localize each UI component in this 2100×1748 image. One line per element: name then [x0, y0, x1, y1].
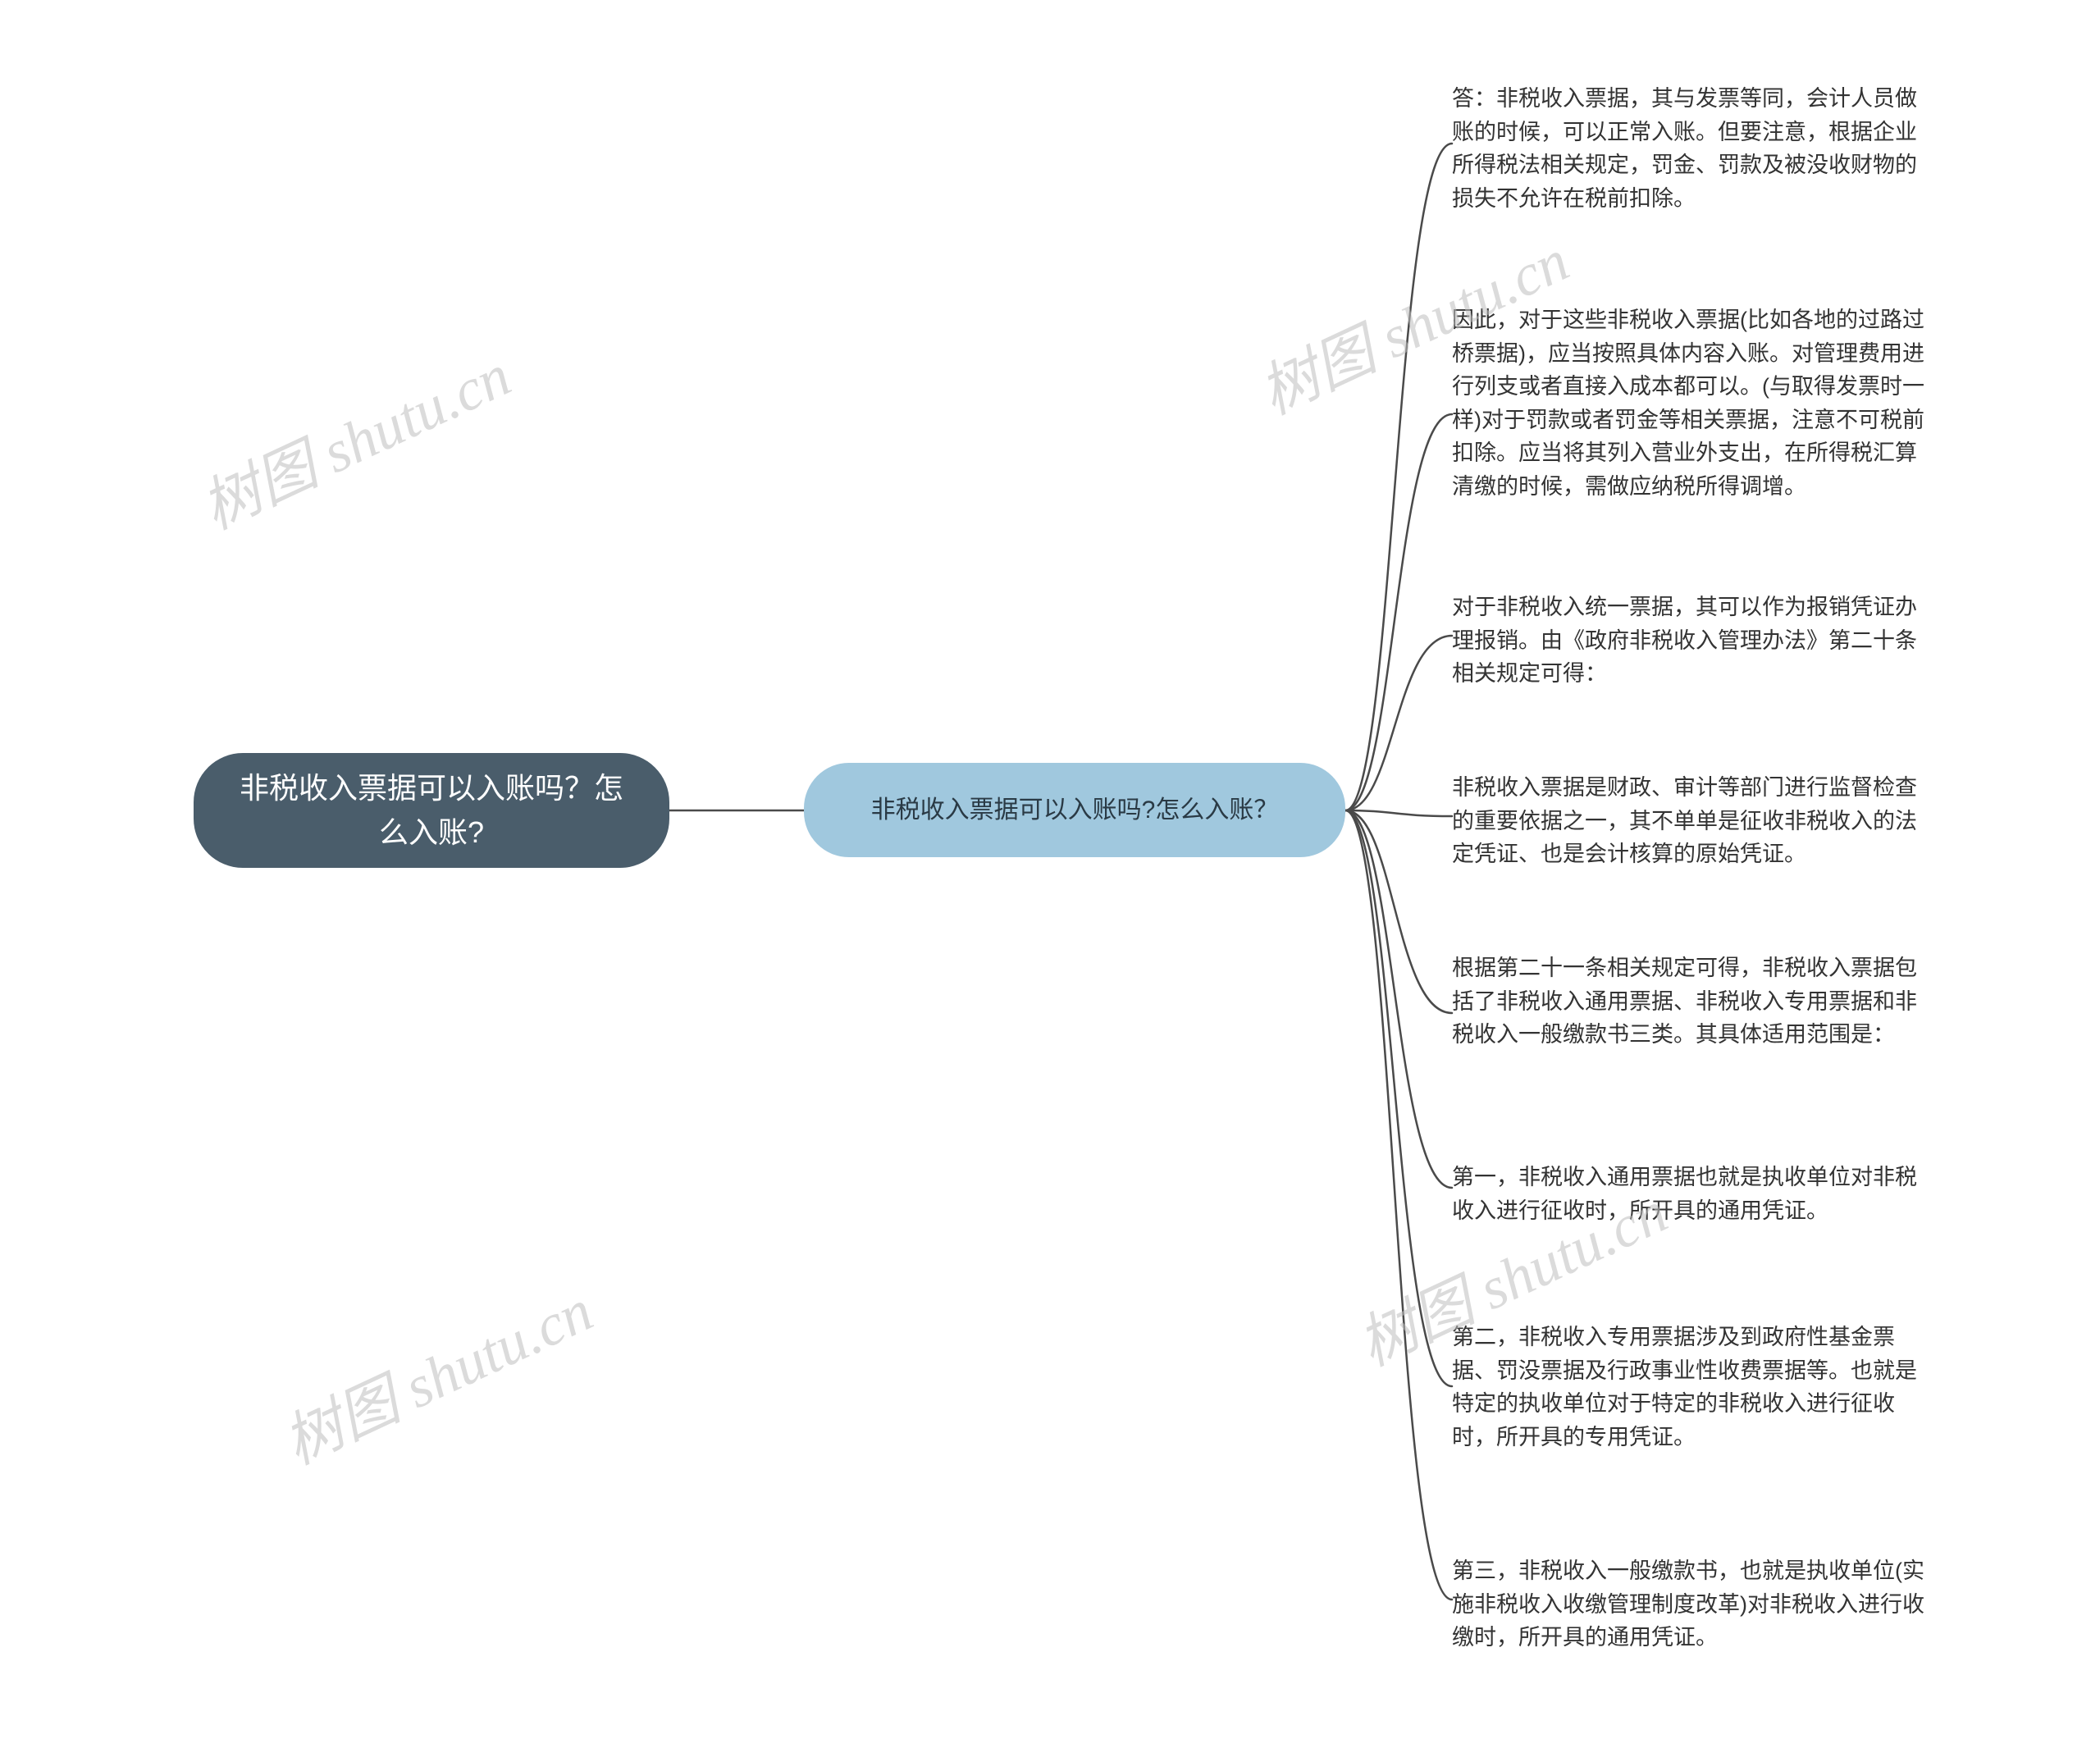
root-node-label: 非税收入票据可以入账吗？怎么入账? [226, 766, 637, 855]
leaf-node-text: 非税收入票据是财政、审计等部门进行监督检查的重要依据之一，其不单单是征收非税收入… [1452, 771, 1936, 871]
leaf-node[interactable]: 根据第二十一条相关规定可得，非税收入票据包括了非税收入通用票据、非税收入专用票据… [1452, 952, 1936, 1052]
root-node[interactable]: 非税收入票据可以入账吗？怎么入账? [194, 753, 669, 868]
watermark-text: 树图 shutu.cn [267, 1262, 605, 1481]
branch-node-label: 非税收入票据可以入账吗?怎么入账？ [871, 792, 1279, 828]
leaf-node-text: 第二，非税收入专用票据涉及到政府性基金票据、罚没票据及行政事业性收费票据等。也就… [1452, 1321, 1936, 1454]
leaf-node-text: 因此，对于这些非税收入票据(比如各地的过路过桥票据)，应当按照具体内容入账。对管… [1452, 304, 1936, 503]
connector-lines [0, 0, 2100, 1748]
mindmap-canvas: 非税收入票据可以入账吗？怎么入账? 非税收入票据可以入账吗?怎么入账？ 答：非税… [0, 0, 2100, 1748]
leaf-node[interactable]: 因此，对于这些非税收入票据(比如各地的过路过桥票据)，应当按照具体内容入账。对管… [1452, 304, 1936, 503]
leaf-node-text: 答：非税收入票据，其与发票等同，会计人员做账的时候，可以正常入账。但要注意，根据… [1452, 82, 1936, 215]
leaf-node[interactable]: 对于非税收入统一票据，其可以作为报销凭证办理报销。由《政府非税收入管理办法》第二… [1452, 591, 1936, 691]
leaf-node[interactable]: 答：非税收入票据，其与发票等同，会计人员做账的时候，可以正常入账。但要注意，根据… [1452, 82, 1936, 215]
leaf-node[interactable]: 第二，非税收入专用票据涉及到政府性基金票据、罚没票据及行政事业性收费票据等。也就… [1452, 1321, 1936, 1454]
leaf-node[interactable]: 第三，非税收入一般缴款书，也就是执收单位(实施非税收入收缴管理制度改革)对非税收… [1452, 1554, 1936, 1654]
leaf-node[interactable]: 非税收入票据是财政、审计等部门进行监督检查的重要依据之一，其不单单是征收非税收入… [1452, 771, 1936, 871]
leaf-node[interactable]: 第一，非税收入通用票据也就是执收单位对非税收入进行征收时，所开具的通用凭证。 [1452, 1161, 1936, 1227]
leaf-node-text: 第一，非税收入通用票据也就是执收单位对非税收入进行征收时，所开具的通用凭证。 [1452, 1161, 1936, 1227]
leaf-node-text: 根据第二十一条相关规定可得，非税收入票据包括了非税收入通用票据、非税收入专用票据… [1452, 952, 1936, 1052]
leaf-node-text: 第三，非税收入一般缴款书，也就是执收单位(实施非税收入收缴管理制度改革)对非税收… [1452, 1554, 1936, 1654]
leaf-node-text: 对于非税收入统一票据，其可以作为报销凭证办理报销。由《政府非税收入管理办法》第二… [1452, 591, 1936, 691]
branch-node[interactable]: 非税收入票据可以入账吗?怎么入账？ [804, 763, 1345, 857]
watermark-text: 树图 shutu.cn [185, 327, 523, 545]
